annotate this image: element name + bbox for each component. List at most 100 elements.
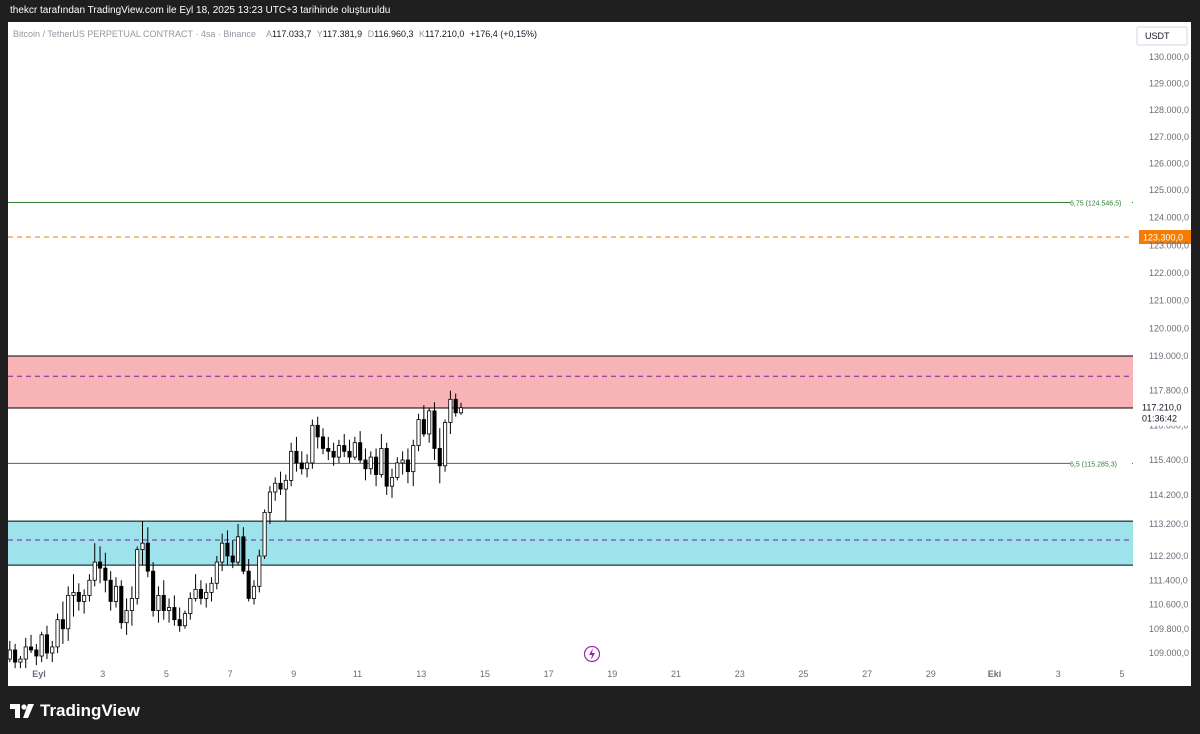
candle-body <box>305 462 310 470</box>
last-price-label: 117.210,0 <box>1142 403 1181 413</box>
candle-body <box>352 442 357 458</box>
candle <box>326 436 331 460</box>
candle-body <box>315 424 320 438</box>
alert-price-tag <box>1139 230 1191 245</box>
price-tick-label: 121.000,0 <box>1149 296 1189 306</box>
time-tick-label: 23 <box>735 669 745 679</box>
candle-body <box>421 419 426 435</box>
time-tick-label: 3 <box>1056 669 1061 679</box>
candle <box>379 434 384 478</box>
candle <box>60 601 65 644</box>
candle <box>421 405 426 437</box>
candle-body <box>448 398 453 423</box>
candle <box>39 631 44 663</box>
candle-body <box>92 561 97 581</box>
candle-body <box>368 456 373 470</box>
price-chart[interactable]: 6,75 (124.546,5) 6,5 (115.285,3) 123.300,0… <box>8 22 1191 686</box>
candle <box>76 583 81 611</box>
candle <box>98 546 103 584</box>
candle <box>389 468 395 498</box>
candle <box>267 486 272 524</box>
candle <box>262 509 267 560</box>
candle <box>92 543 97 587</box>
time-tick-label: 19 <box>607 669 617 679</box>
candle <box>257 549 262 593</box>
candle-body <box>209 582 214 593</box>
candle-body <box>161 595 166 611</box>
currency-box[interactable]: USDT <box>1136 26 1188 46</box>
candle-body <box>76 591 81 602</box>
candle-body <box>283 479 288 490</box>
price-tick-label: 126.000,0 <box>1149 158 1189 168</box>
candle-body <box>66 595 71 630</box>
chart-caption: thekcr tarafından TradingView.com ile Ey… <box>10 5 391 16</box>
candle-body <box>214 561 219 584</box>
candle-body <box>167 607 172 611</box>
candle-body <box>225 542 230 557</box>
candle <box>193 574 198 602</box>
candle <box>305 454 310 478</box>
currency-label: USDT <box>1145 31 1170 41</box>
candle-body <box>60 619 65 630</box>
fib-label-bg <box>1070 459 1132 468</box>
candle-body <box>198 588 203 599</box>
candle <box>209 577 214 602</box>
price-tick-label: 129.000,0 <box>1149 79 1189 89</box>
candle <box>87 574 92 602</box>
candle-body <box>13 649 18 663</box>
candle <box>273 477 278 501</box>
time-axis: Eyl 3 5 7 9 11 13 15 17 19 21 23 25 27 29 Eki 3 5 <box>32 669 1124 679</box>
fib-level-label: 6,5 (115.285,3) <box>1070 461 1117 468</box>
candle <box>352 436 357 460</box>
time-tick-label: 17 <box>544 669 554 679</box>
tradingview-brand: TradingView <box>40 701 140 720</box>
candle-body <box>140 542 145 551</box>
candle-body <box>135 549 140 599</box>
candle <box>342 434 347 458</box>
candle-body <box>82 595 87 602</box>
candle <box>453 393 458 417</box>
candle <box>299 451 304 475</box>
price-tick-label: 120.000,0 <box>1149 323 1189 333</box>
candle-body <box>230 555 235 563</box>
candle-body <box>289 450 294 481</box>
candle-body <box>55 619 60 648</box>
candle-body <box>336 445 341 458</box>
candle <box>140 521 145 566</box>
flash-icon[interactable] <box>583 645 601 663</box>
time-tick-label: 27 <box>862 669 872 679</box>
candle-body <box>358 442 363 461</box>
time-tick-label: 5 <box>164 669 169 679</box>
price-tick-label: 127.000,0 <box>1149 132 1189 142</box>
candle-body <box>251 585 257 599</box>
candle <box>66 586 71 641</box>
ohlc-legend: Bitcoin / TetherUS PERPETUAL CONTRACT · … <box>13 29 537 39</box>
candle-body <box>262 511 267 557</box>
price-tick-label: 117.800,0 <box>1149 386 1188 396</box>
candle-body <box>87 579 92 596</box>
candle <box>283 474 288 522</box>
candle <box>416 413 421 452</box>
candle-body <box>18 658 23 663</box>
candle <box>204 583 209 608</box>
candle <box>400 451 405 475</box>
candle-body <box>177 619 182 627</box>
tradingview-logo-icon <box>10 704 34 718</box>
price-tick-label: 112.200,0 <box>1149 551 1188 561</box>
candle <box>13 643 18 669</box>
candle <box>225 530 230 566</box>
ohlc-values: A117.033,7 Y117.381,9 D116.960,3 K117.21… <box>266 29 537 39</box>
time-tick-label: 3 <box>100 669 105 679</box>
candle-body <box>273 482 278 493</box>
candle-body <box>427 410 432 435</box>
candle <box>241 527 246 575</box>
candle <box>124 598 129 635</box>
candle <box>363 448 368 481</box>
candle <box>119 580 124 629</box>
candle <box>315 416 320 449</box>
candle <box>23 637 28 669</box>
candle-body <box>400 459 405 464</box>
levels-layer: 6,75 (124.546,5) 6,5 (115.285,3) 123.300,0 <box>8 198 1191 468</box>
candle-body <box>220 542 225 563</box>
price-tick-label: 113.200,0 <box>1149 519 1188 529</box>
